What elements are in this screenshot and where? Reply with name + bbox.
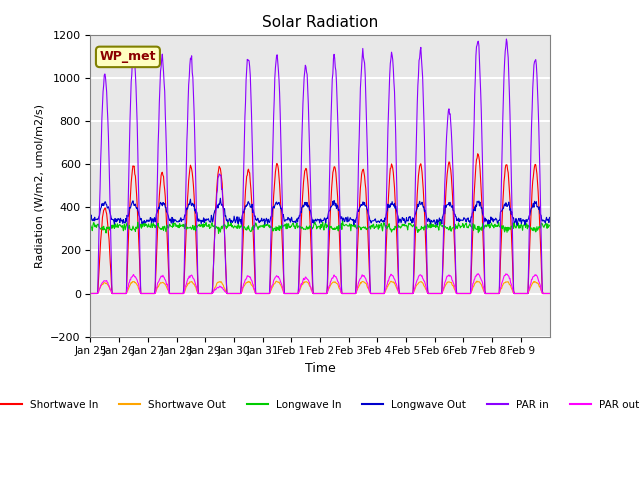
Y-axis label: Radiation (W/m2, umol/m2/s): Radiation (W/m2, umol/m2/s) bbox=[35, 104, 45, 268]
Text: WP_met: WP_met bbox=[100, 50, 156, 63]
Title: Solar Radiation: Solar Radiation bbox=[262, 15, 378, 30]
Legend: Shortwave In, Shortwave Out, Longwave In, Longwave Out, PAR in, PAR out: Shortwave In, Shortwave Out, Longwave In… bbox=[0, 396, 640, 414]
X-axis label: Time: Time bbox=[305, 362, 335, 375]
